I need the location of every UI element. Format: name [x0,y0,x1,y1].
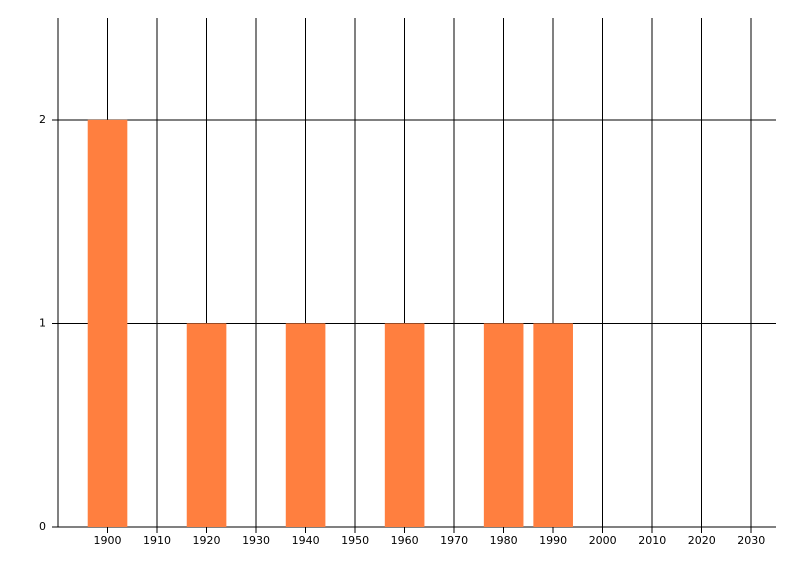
y-tick-label: 2 [39,113,46,126]
x-tick-label: 1970 [440,534,468,547]
bar [285,323,326,527]
bar [87,119,128,528]
x-tick-label: 2000 [589,534,617,547]
x-tick-label: 2010 [638,534,666,547]
x-tick-label: 1950 [341,534,369,547]
x-tick-label: 1920 [193,534,221,547]
x-tick-label: 2030 [737,534,765,547]
bar [483,323,524,527]
x-tick-label: 1910 [143,534,171,547]
y-tick-label: 1 [39,316,46,329]
x-tick-label: 1940 [292,534,320,547]
x-tick-label: 1960 [391,534,419,547]
x-tick-label: 1980 [490,534,518,547]
bar [186,323,227,527]
x-tick-label: 1990 [539,534,567,547]
bar [384,323,425,527]
x-tick-label: 1900 [94,534,122,547]
x-tick-label: 1930 [242,534,270,547]
y-tick-label: 0 [39,520,46,533]
x-tick-label: 2020 [688,534,716,547]
bar [533,323,573,527]
